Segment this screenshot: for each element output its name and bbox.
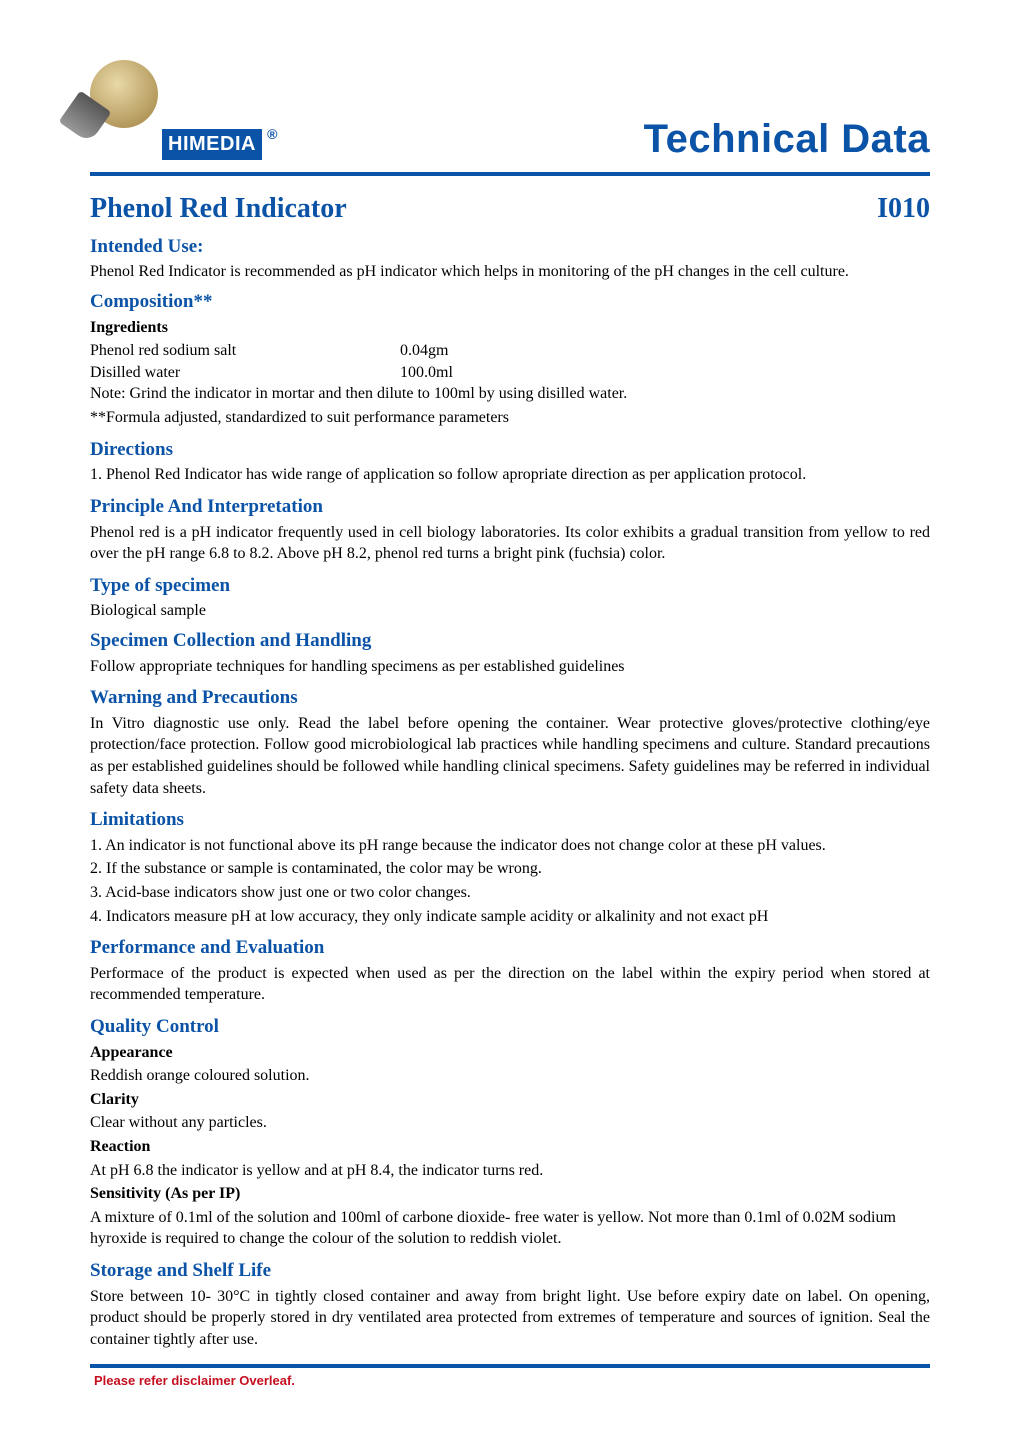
specimen-type-text: Biological sample bbox=[90, 600, 930, 622]
section-heading-performance: Performance and Evaluation bbox=[90, 935, 930, 961]
composition-note: Note: Grind the indicator in mortar and … bbox=[90, 383, 930, 405]
ingredient-row: Disilled water 100.0ml bbox=[90, 362, 930, 384]
footer-rule bbox=[90, 1364, 930, 1368]
section-heading-storage: Storage and Shelf Life bbox=[90, 1258, 930, 1284]
qc-text: Clear without any particles. bbox=[90, 1112, 930, 1134]
specimen-collection-text: Follow appropriate techniques for handli… bbox=[90, 656, 930, 678]
limitations-list: 1. An indicator is not functional above … bbox=[90, 835, 930, 927]
qc-text: At pH 6.8 the indicator is yellow and at… bbox=[90, 1160, 930, 1182]
footer-disclaimer: Please refer disclaimer Overleaf. bbox=[94, 1372, 930, 1390]
section-heading-directions: Directions bbox=[90, 437, 930, 463]
intended-use-text: Phenol Red Indicator is recommended as p… bbox=[90, 261, 930, 283]
qc-label: Clarity bbox=[90, 1089, 930, 1111]
composition-subheading: Ingredients bbox=[90, 317, 930, 339]
section-heading-composition: Composition** bbox=[90, 289, 930, 315]
ingredient-name: Disilled water bbox=[90, 362, 400, 384]
section-heading-specimen-type: Type of specimen bbox=[90, 573, 930, 599]
section-heading-intended-use: Intended Use: bbox=[90, 234, 930, 260]
composition-footnote: **Formula adjusted, standardized to suit… bbox=[90, 407, 930, 429]
warning-text: In Vitro diagnostic use only. Read the l… bbox=[90, 713, 930, 799]
qc-label: Sensitivity (As per IP) bbox=[90, 1183, 930, 1205]
brand-name: HIMEDIA bbox=[162, 129, 262, 160]
directions-list: 1. Phenol Red Indicator has wide range o… bbox=[90, 464, 930, 486]
qc-label: Appearance bbox=[90, 1042, 930, 1064]
storage-text: Store between 10- 30°C in tightly closed… bbox=[90, 1286, 930, 1351]
qc-text: Reddish orange coloured solution. bbox=[90, 1065, 930, 1087]
limitations-item: 4. Indicators measure pH at low accuracy… bbox=[90, 906, 930, 928]
principle-text: Phenol red is a pH indicator frequently … bbox=[90, 522, 930, 565]
performance-text: Performace of the product is expected wh… bbox=[90, 963, 930, 1006]
page-title: Phenol Red Indicator bbox=[90, 190, 347, 228]
limitations-item: 1. An indicator is not functional above … bbox=[90, 835, 930, 857]
ingredient-value: 100.0ml bbox=[400, 362, 453, 384]
header-rule bbox=[90, 172, 930, 176]
qc-label: Reaction bbox=[90, 1136, 930, 1158]
section-heading-warning: Warning and Precautions bbox=[90, 685, 930, 711]
product-code: I010 bbox=[877, 190, 930, 228]
directions-item: 1. Phenol Red Indicator has wide range o… bbox=[90, 464, 930, 486]
brand-logo: HIMEDIA bbox=[90, 60, 262, 166]
ingredient-name: Phenol red sodium salt bbox=[90, 340, 400, 362]
title-row: Phenol Red Indicator I010 bbox=[90, 190, 930, 228]
limitations-item: 3. Acid-base indicators show just one or… bbox=[90, 882, 930, 904]
header: HIMEDIA Technical Data bbox=[90, 60, 930, 166]
section-heading-specimen-collection: Specimen Collection and Handling bbox=[90, 628, 930, 654]
limitations-item: 2. If the substance or sample is contami… bbox=[90, 858, 930, 880]
qc-text: A mixture of 0.1ml of the solution and 1… bbox=[90, 1207, 930, 1250]
ingredient-value: 0.04gm bbox=[400, 340, 448, 362]
section-heading-quality-control: Quality Control bbox=[90, 1014, 930, 1040]
section-heading-principle: Principle And Interpretation bbox=[90, 494, 930, 520]
ingredient-row: Phenol red sodium salt 0.04gm bbox=[90, 340, 930, 362]
header-title: Technical Data bbox=[644, 112, 930, 166]
section-heading-limitations: Limitations bbox=[90, 807, 930, 833]
